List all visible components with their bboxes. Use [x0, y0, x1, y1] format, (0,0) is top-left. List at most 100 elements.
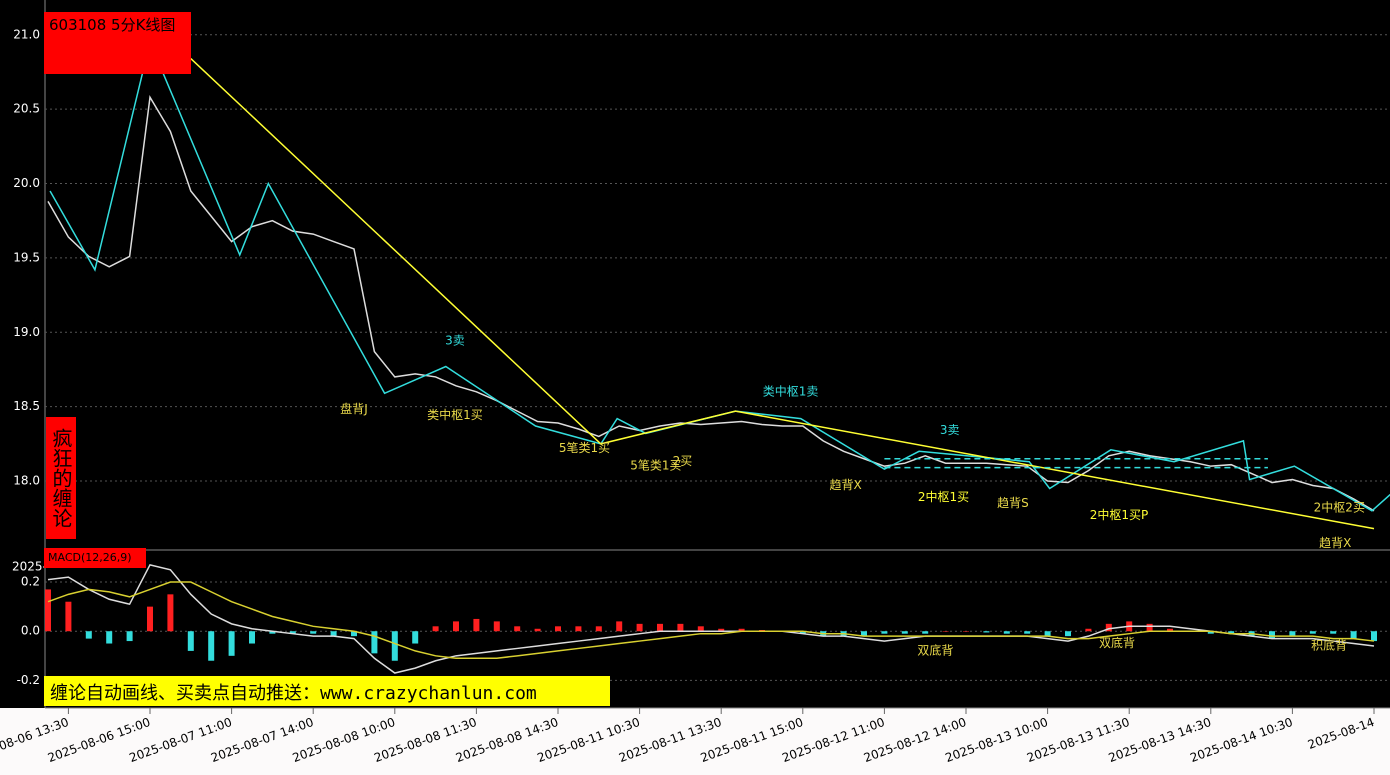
- macd-bar: [1207, 631, 1214, 634]
- macd-bar: [575, 626, 582, 632]
- y-tick-label: 19.0: [13, 325, 40, 339]
- macd-bar: [453, 621, 459, 632]
- macd-bar: [371, 631, 378, 654]
- annotation: 5笔类1买: [559, 440, 610, 455]
- macd-bar: [657, 623, 663, 632]
- macd-bar: [901, 631, 908, 634]
- annotation: 5笔类1买: [630, 458, 681, 473]
- annotation: 类中枢1买: [427, 407, 483, 422]
- macd-bar: [697, 626, 704, 632]
- macd-bar: [677, 623, 684, 632]
- macd-bar: [228, 631, 235, 656]
- macd-bar: [412, 631, 419, 644]
- macd-bar: [1024, 631, 1031, 634]
- macd-bar: [1330, 631, 1337, 634]
- macd-bar: [881, 631, 888, 634]
- macd-bar: [1003, 631, 1010, 634]
- macd-bar: [85, 631, 92, 639]
- macd-bar: [167, 594, 174, 632]
- y-tick-label: 19.5: [13, 250, 40, 264]
- macd-bar: [738, 628, 745, 632]
- y-tick-label: 21.0: [13, 27, 40, 41]
- macd-bar: [269, 631, 276, 634]
- annotation: 双底背: [917, 642, 953, 657]
- macd-bar: [942, 631, 949, 632]
- annotation: 3卖: [940, 423, 960, 437]
- macd-bar: [555, 626, 561, 632]
- macd-bar: [310, 631, 317, 634]
- macd-bar: [1065, 631, 1071, 637]
- y-tick-label: -0.2: [17, 673, 40, 687]
- macd-bar: [1146, 623, 1153, 632]
- annotation: 盘背J: [340, 401, 368, 416]
- macd-bar: [106, 631, 113, 644]
- macd-bar: [922, 631, 929, 634]
- macd-bar: [432, 626, 439, 632]
- x-tick-label: 2025-08-14: [1306, 715, 1376, 752]
- macd-bar: [636, 623, 643, 632]
- macd-bar: [1309, 631, 1316, 634]
- macd-bar: [330, 631, 337, 637]
- y-tick-label: 0.0: [21, 624, 40, 638]
- macd-bar: [861, 631, 867, 637]
- macd-bar: [616, 621, 623, 632]
- macd-bar: [799, 631, 806, 634]
- macd-label: MACD(12,26,9): [44, 548, 146, 568]
- series-line: [47, 581, 1375, 660]
- macd-bar: [289, 631, 296, 634]
- annotation: 趋背S: [997, 496, 1029, 510]
- plot-background: [0, 0, 1390, 708]
- annotation: 积底背: [1311, 637, 1347, 652]
- annotation: 趋背X: [1319, 536, 1351, 550]
- macd-bar: [963, 631, 969, 632]
- macd-bar: [1350, 631, 1357, 639]
- side-label: 疯狂的缠论: [46, 417, 76, 539]
- macd-bar: [65, 601, 72, 632]
- macd-bar: [351, 631, 357, 637]
- macd-bar: [126, 631, 133, 642]
- y-tick-label: 18.5: [13, 399, 40, 413]
- series-line: [47, 563, 1375, 674]
- annotation: 类中枢1卖: [763, 383, 819, 398]
- banner: 缠论自动画线、买卖点自动推送：www.crazychanlun.com: [44, 676, 610, 706]
- macd-bar: [1228, 631, 1235, 634]
- macd-bar: [1044, 631, 1051, 637]
- annotation: 趋背X: [830, 478, 862, 492]
- series-line: [47, 94, 1375, 512]
- macd-bar: [514, 626, 521, 632]
- macd-bar: [1269, 631, 1275, 639]
- macd-bar: [493, 621, 500, 632]
- macd-bar: [534, 628, 541, 632]
- macd-bar: [147, 606, 153, 632]
- annotation: 3卖: [445, 334, 465, 348]
- y-tick-label: 0.2: [21, 575, 40, 589]
- macd-bar: [718, 628, 725, 632]
- annotation: 2中枢1买: [918, 489, 969, 504]
- y-tick-label: 18.0: [13, 474, 40, 488]
- macd-bar: [1085, 628, 1092, 632]
- macd-bar: [391, 631, 398, 661]
- macd-bar: [187, 631, 194, 651]
- macd-bar: [983, 631, 990, 633]
- macd-bar: [1289, 631, 1296, 637]
- y-tick-label: 20.5: [13, 102, 40, 116]
- macd-bar: [208, 631, 215, 661]
- axis-fragment: 2025-: [12, 560, 47, 574]
- annotation: 2中枢2买: [1314, 499, 1365, 514]
- y-tick-label: 20.0: [13, 176, 40, 190]
- macd-bar: [473, 618, 480, 632]
- macd-bar: [249, 631, 255, 644]
- annotation: 双底背: [1099, 635, 1135, 650]
- series-line: [190, 58, 1375, 530]
- macd-bar: [595, 626, 602, 632]
- macd-bar: [1167, 628, 1173, 632]
- macd-bar: [1371, 631, 1377, 642]
- title-box: 603108 5分K线图: [44, 12, 191, 74]
- macd-bar: [45, 589, 51, 632]
- series-line: [49, 39, 1390, 512]
- macd-bar: [1105, 623, 1112, 632]
- annotation: 2中枢1买P: [1090, 507, 1149, 522]
- annotation: 2买: [673, 454, 693, 468]
